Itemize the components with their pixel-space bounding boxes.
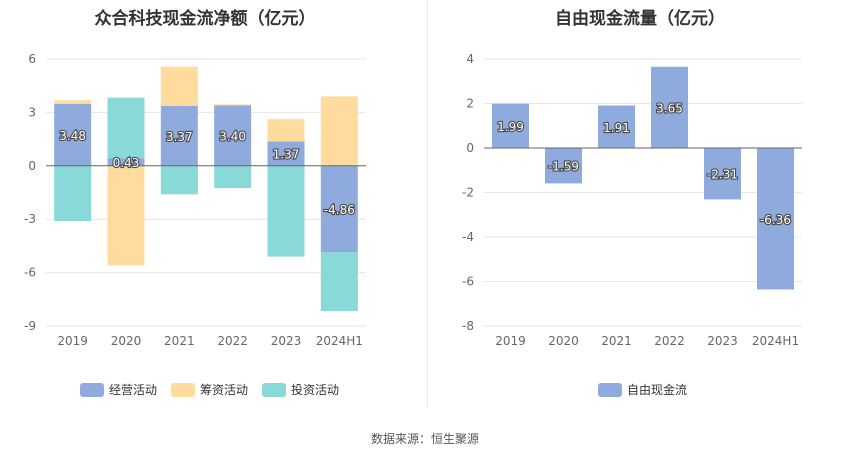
y-tick-label: -3 [24,212,36,226]
bar [267,165,305,257]
data-label: 3.37 [166,130,193,144]
y-tick-label: -6 [24,266,36,280]
bar [320,252,358,312]
data-label: 1.99 [497,120,524,134]
bar [54,165,92,221]
right-chart-legend: 自由现金流 [598,381,701,398]
legend-swatch [80,382,104,397]
legend-swatch [262,382,287,397]
bar [214,104,252,106]
data-label: 3.48 [59,129,86,143]
data-label: -2.31 [707,168,738,182]
bar [757,148,794,290]
right-chart-plot: 4 2 0 -2 -4 -6 -8 2019 2020 2021 2022 2023 2024H1 1.9… [462,52,802,348]
x-tick-label: 2020 [548,334,579,348]
bar [651,66,688,148]
data-label: 1.37 [273,148,300,162]
x-tick-label: 2022 [654,334,685,348]
legend-item[interactable]: 筹资活动 [171,381,248,398]
x-tick-label: 2022 [217,334,248,348]
left-chart-legend: 经营活动 筹资活动 投资活动 [80,381,353,398]
y-tick-label: 6 [28,52,36,66]
right-panel: 自由现金流量（亿元） 4 2 0 -2 -4 -6 -8 2019 2020 2021 2022 20… [428,0,850,459]
bar [320,96,358,166]
x-tick-label: 2024H1 [316,334,363,348]
bar [160,66,198,106]
x-tick-label: 2023 [707,334,738,348]
data-label: 3.40 [219,130,246,144]
legend-item[interactable]: 投资活动 [262,381,339,398]
data-label: -1.59 [548,160,579,174]
x-tick-label: 2019 [495,334,526,348]
bar [320,165,358,253]
x-tick-label: 2023 [271,334,302,348]
data-label: -6.36 [760,213,791,227]
right-chart-title: 自由现金流量（亿元） [555,9,725,29]
bar [107,158,145,166]
x-tick-label: 2020 [111,334,142,348]
legend-item[interactable]: 经营活动 [80,381,157,398]
y-tick-label: -9 [24,319,36,333]
data-label: 0.43 [113,156,140,170]
bar [107,165,145,266]
data-label: 3.65 [656,101,683,115]
left-panel: 众合科技现金流净额（亿元） 6 3 0 -3 -6 -9 2019 2020 2021 2022 2… [24,9,366,398]
y-tick-label: 0 [466,141,474,155]
left-chart-title: 众合科技现金流净额（亿元） [94,9,316,29]
x-tick-label: 2021 [601,334,632,348]
bar [267,141,305,166]
legend-swatch [598,382,622,397]
legend-swatch [171,382,196,397]
y-tick-label: 3 [28,105,36,119]
x-tick-label: 2019 [57,334,88,348]
y-tick-label: 4 [466,52,474,66]
y-tick-label: 2 [466,97,474,111]
bar [704,148,741,200]
bar [492,103,529,148]
bar [267,119,305,142]
legend-label: 经营活动 [109,383,158,397]
legend-label: 投资活动 [291,383,340,397]
bar [160,165,198,195]
x-tick-label: 2024H1 [752,334,799,348]
legend-label: 筹资活动 [200,383,249,397]
y-tick-label: -2 [462,186,474,200]
data-label: 1.91 [603,121,630,135]
bar [545,148,582,184]
panel-divider [427,0,428,408]
bar [160,105,198,166]
bar [214,165,252,189]
legend-item[interactable]: 自由现金流 [598,381,687,398]
x-tick-label: 2021 [164,334,195,348]
bar [214,105,252,166]
bar [107,97,145,159]
bar [54,103,92,166]
bar [598,105,635,148]
left-chart-plot: 6 3 0 -3 -6 -9 2019 2020 2021 2022 2023 2024H1 3.48 0… [24,52,366,348]
y-tick-label: 0 [28,159,36,173]
y-tick-label: -4 [462,230,474,244]
y-tick-label: -8 [462,319,474,333]
data-label: -4.86 [324,203,355,217]
data-source-note: 数据来源：恒生聚源 [370,432,479,446]
legend-label: 自由现金流 [627,383,688,397]
y-tick-label: -6 [462,275,474,289]
bar [54,100,92,104]
